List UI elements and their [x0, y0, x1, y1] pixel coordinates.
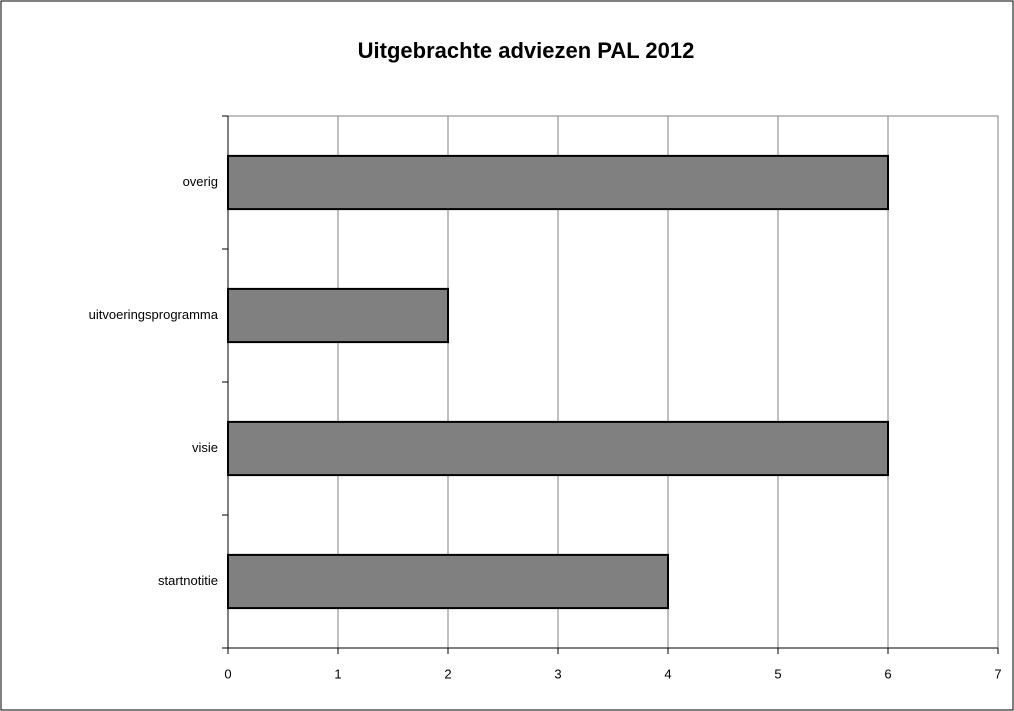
x-tick-label: 4 [664, 666, 671, 681]
bar [227, 420, 889, 477]
x-tick-label: 6 [884, 666, 891, 681]
x-tick-label: 7 [994, 666, 1001, 681]
y-tick-label: visie [192, 440, 218, 455]
x-tick-label: 1 [334, 666, 341, 681]
bar [227, 154, 889, 211]
x-tick-label: 0 [224, 666, 231, 681]
x-tick-label: 2 [444, 666, 451, 681]
x-tick-label: 5 [774, 666, 781, 681]
bar [227, 287, 449, 344]
chart-title: Uitgebrachte adviezen PAL 2012 [358, 38, 695, 63]
y-tick-label: overig [183, 174, 218, 189]
bar [227, 553, 669, 610]
y-tick-label: startnotitie [158, 573, 218, 588]
y-tick-label: uitvoeringsprogramma [89, 307, 219, 322]
x-tick-label: 3 [554, 666, 561, 681]
